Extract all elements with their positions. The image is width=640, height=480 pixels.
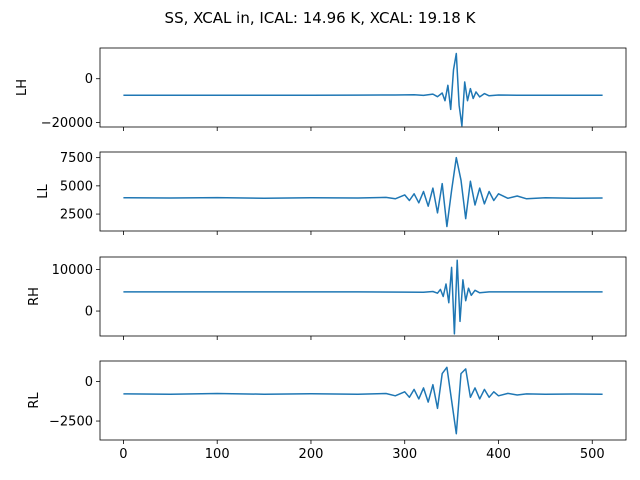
- panel-rh: 10000 0 RH: [27, 256, 627, 340]
- y-axis-label: LH: [15, 79, 30, 96]
- series-line-lh: [123, 52, 603, 127]
- y-tick-label: 0: [85, 305, 93, 320]
- x-tick-label: 100: [205, 447, 230, 462]
- axes-frame: [99, 151, 627, 232]
- x-tick-label: 0: [119, 447, 127, 462]
- series-line-ll: [123, 156, 603, 228]
- y-axis-label: RL: [27, 392, 42, 409]
- y-tick-label: 2500: [60, 208, 93, 223]
- x-tick-label: 200: [299, 447, 324, 462]
- y-tick-label: −2500: [49, 415, 93, 430]
- axes-frame: [99, 47, 627, 128]
- x-tick-label: 300: [392, 447, 417, 462]
- series-line-rl: [123, 366, 603, 435]
- y-tick-label: 0: [85, 72, 93, 87]
- axes-frame: [99, 360, 627, 441]
- y-tick-label: 7500: [60, 151, 93, 166]
- y-tick-label: 5000: [60, 179, 93, 194]
- panel-rl: 0 −2500 0 100 200 300 400 500 RL: [27, 360, 627, 462]
- panel-lh: 0 −20000 LH: [15, 47, 627, 131]
- y-tick-label: 0: [85, 375, 93, 390]
- y-tick-label: 10000: [52, 263, 93, 278]
- chart-title: SS, XCAL in, ICAL: 14.96 K, XCAL: 19.18 …: [165, 9, 477, 27]
- y-axis-label: RH: [27, 287, 42, 306]
- axes-frame: [99, 256, 627, 337]
- y-tick-label: −20000: [41, 116, 93, 131]
- panel-ll: 7500 5000 2500 LL: [36, 151, 627, 235]
- x-tick-label: 400: [486, 447, 511, 462]
- x-tick-label: 500: [580, 447, 605, 462]
- series-line-rh: [123, 259, 603, 335]
- y-axis-label: LL: [36, 184, 51, 199]
